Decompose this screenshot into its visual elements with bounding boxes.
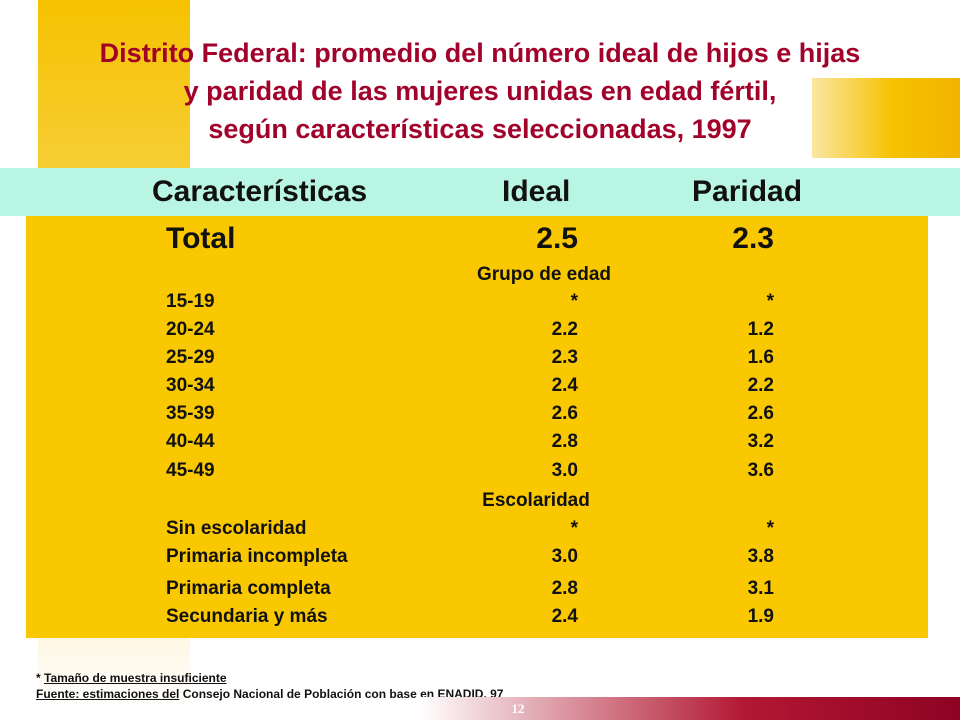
row-ideal: 2.8 [551, 431, 578, 452]
row-ideal: 2.4 [551, 375, 578, 396]
row-paridad: 1.2 [747, 319, 774, 340]
footnotes: * Tamaño de muestra insuficiente Fuente:… [36, 670, 503, 702]
row-ideal: 3.0 [551, 460, 578, 481]
table-header-band [0, 168, 960, 216]
row-ideal: * [570, 518, 578, 539]
row-ideal: 2.6 [551, 403, 578, 424]
table-body [26, 216, 928, 638]
header-ideal: Ideal [502, 175, 571, 208]
table-row: Sin escolaridad * * [0, 518, 960, 546]
row-paridad: 2.6 [747, 403, 774, 424]
row-ideal: 2.4 [551, 606, 578, 627]
row-label: 20-24 [166, 319, 215, 340]
page-number: 12 [511, 701, 525, 716]
table-row: 25-29 2.3 1.6 [0, 347, 960, 375]
row-label: 40-44 [166, 431, 215, 452]
row-ideal: 2.2 [551, 319, 578, 340]
row-paridad: 3.8 [747, 546, 774, 567]
row-paridad: 1.9 [747, 606, 774, 627]
row-paridad: 3.2 [747, 431, 774, 452]
footnote-sample-size: * Tamaño de muestra insuficiente [36, 670, 503, 686]
table-row: Primaria incompleta 3.0 3.8 [0, 546, 960, 574]
title-line-3: según características seleccionadas, 199… [208, 114, 752, 144]
row-label: Total [166, 222, 236, 255]
row-paridad: * [766, 518, 774, 539]
table-row: 40-44 2.8 3.2 [0, 431, 960, 459]
title-line-1: Distrito Federal: promedio del número id… [99, 38, 861, 68]
row-label: 30-34 [166, 375, 215, 396]
row-label: Primaria incompleta [166, 546, 348, 567]
row-label: Secundaria y más [166, 606, 328, 627]
slide-title: Distrito Federal: promedio del número id… [0, 34, 960, 148]
decorative-right-panel [812, 78, 960, 158]
row-label: 25-29 [166, 347, 215, 368]
header-paridad: Paridad [692, 175, 803, 208]
table-row: 15-19 * * [0, 291, 960, 319]
row-ideal: * [570, 291, 578, 312]
row-label: 45-49 [166, 460, 215, 481]
section-heading-escolaridad: Escolaridad [482, 490, 590, 511]
row-paridad: 3.1 [747, 578, 774, 599]
title-line-2: y paridad de las mujeres unidas en edad … [183, 76, 777, 106]
table-row-total: Total 2.5 2.3 [0, 222, 960, 255]
row-paridad: 1.6 [747, 347, 774, 368]
footnote-sample-text: Tamaño de muestra insuficiente [44, 671, 227, 685]
table-row: Primaria completa 2.8 3.1 [0, 578, 960, 606]
row-label: Primaria completa [166, 578, 331, 599]
row-paridad: 3.6 [747, 460, 774, 481]
source-text: Consejo Nacional de Población con base e… [179, 687, 438, 701]
row-paridad: 2.3 [732, 222, 774, 255]
table-row: 45-49 3.0 3.6 [0, 460, 960, 488]
header-caracteristicas: Características [152, 175, 368, 208]
section-heading-grupo-de-edad: Grupo de edad [476, 264, 612, 285]
row-ideal: 3.0 [551, 546, 578, 567]
footnote-source: Fuente: estimaciones del Consejo Naciona… [36, 686, 503, 702]
bottom-decorative-bar [420, 697, 960, 720]
row-paridad: 2.2 [747, 375, 774, 396]
table-row: 30-34 2.4 2.2 [0, 375, 960, 403]
row-ideal: 2.5 [536, 222, 578, 255]
row-paridad: * [766, 291, 774, 312]
row-ideal: 2.3 [551, 347, 578, 368]
table-row: 35-39 2.6 2.6 [0, 403, 960, 431]
row-label: 35-39 [166, 403, 215, 424]
table-row: 20-24 2.2 1.2 [0, 319, 960, 347]
row-ideal: 2.8 [551, 578, 578, 599]
row-label: Sin escolaridad [166, 518, 307, 539]
footnote-star: * [36, 671, 41, 685]
table-row: Secundaria y más 2.4 1.9 [0, 606, 960, 634]
row-label: 15-19 [166, 291, 215, 312]
source-label: Fuente: estimaciones del [36, 687, 180, 701]
